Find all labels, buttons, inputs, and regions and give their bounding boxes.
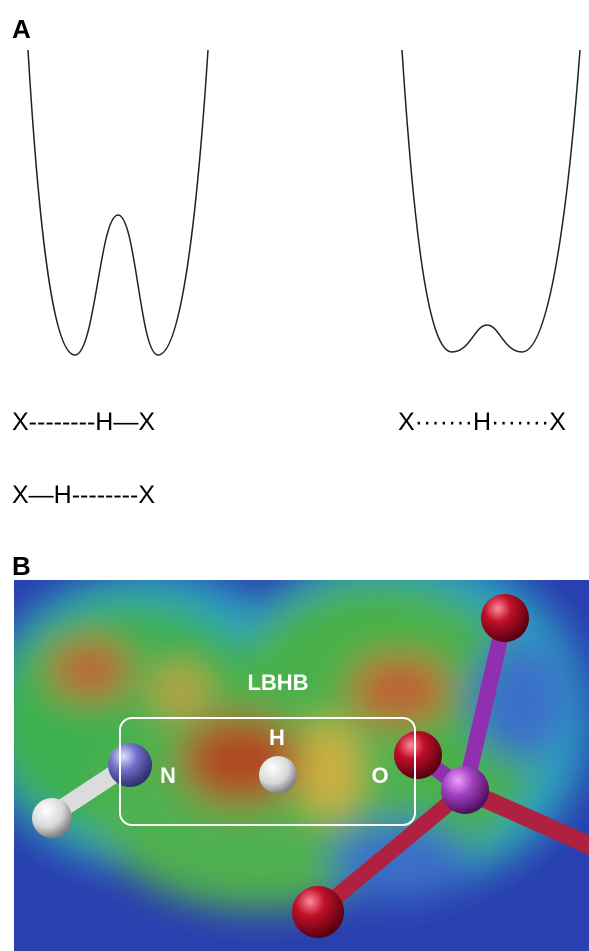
formula: X—H--------X <box>12 481 155 509</box>
atom <box>481 594 529 642</box>
single-well-curve <box>402 50 580 352</box>
atom <box>394 731 442 779</box>
atom <box>32 798 72 838</box>
panel-label: B <box>12 551 31 581</box>
formula: X·······H·······X <box>398 408 566 436</box>
atom <box>292 886 344 938</box>
page: A X--------H—X X—H--------X X·······H···… <box>0 0 589 951</box>
atom <box>108 743 152 787</box>
atom <box>441 766 489 814</box>
atom-label: O <box>371 763 388 788</box>
atom-label: N <box>160 763 176 788</box>
formula: X--------H—X <box>12 408 155 436</box>
atom-label: H <box>269 725 285 750</box>
density-map: LBHB N H O <box>0 550 589 951</box>
box-label: LBHB <box>247 670 308 695</box>
panel-label: A <box>12 14 31 44</box>
atom <box>259 756 297 794</box>
double-well-curve <box>28 50 208 355</box>
figure: A X--------H—X X—H--------X X·······H···… <box>0 0 589 951</box>
